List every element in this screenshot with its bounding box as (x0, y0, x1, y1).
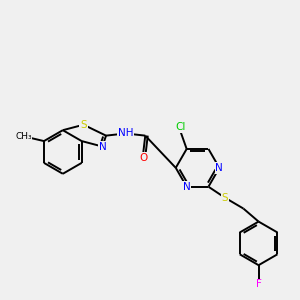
Text: Cl: Cl (175, 122, 185, 133)
Text: N: N (215, 163, 223, 173)
Text: S: S (221, 193, 228, 202)
Text: N: N (183, 182, 190, 192)
Text: S: S (80, 120, 87, 130)
Text: O: O (139, 153, 147, 163)
Text: NH: NH (118, 128, 134, 139)
Text: CH₃: CH₃ (15, 132, 32, 141)
Text: N: N (98, 142, 106, 152)
Text: F: F (256, 280, 262, 290)
